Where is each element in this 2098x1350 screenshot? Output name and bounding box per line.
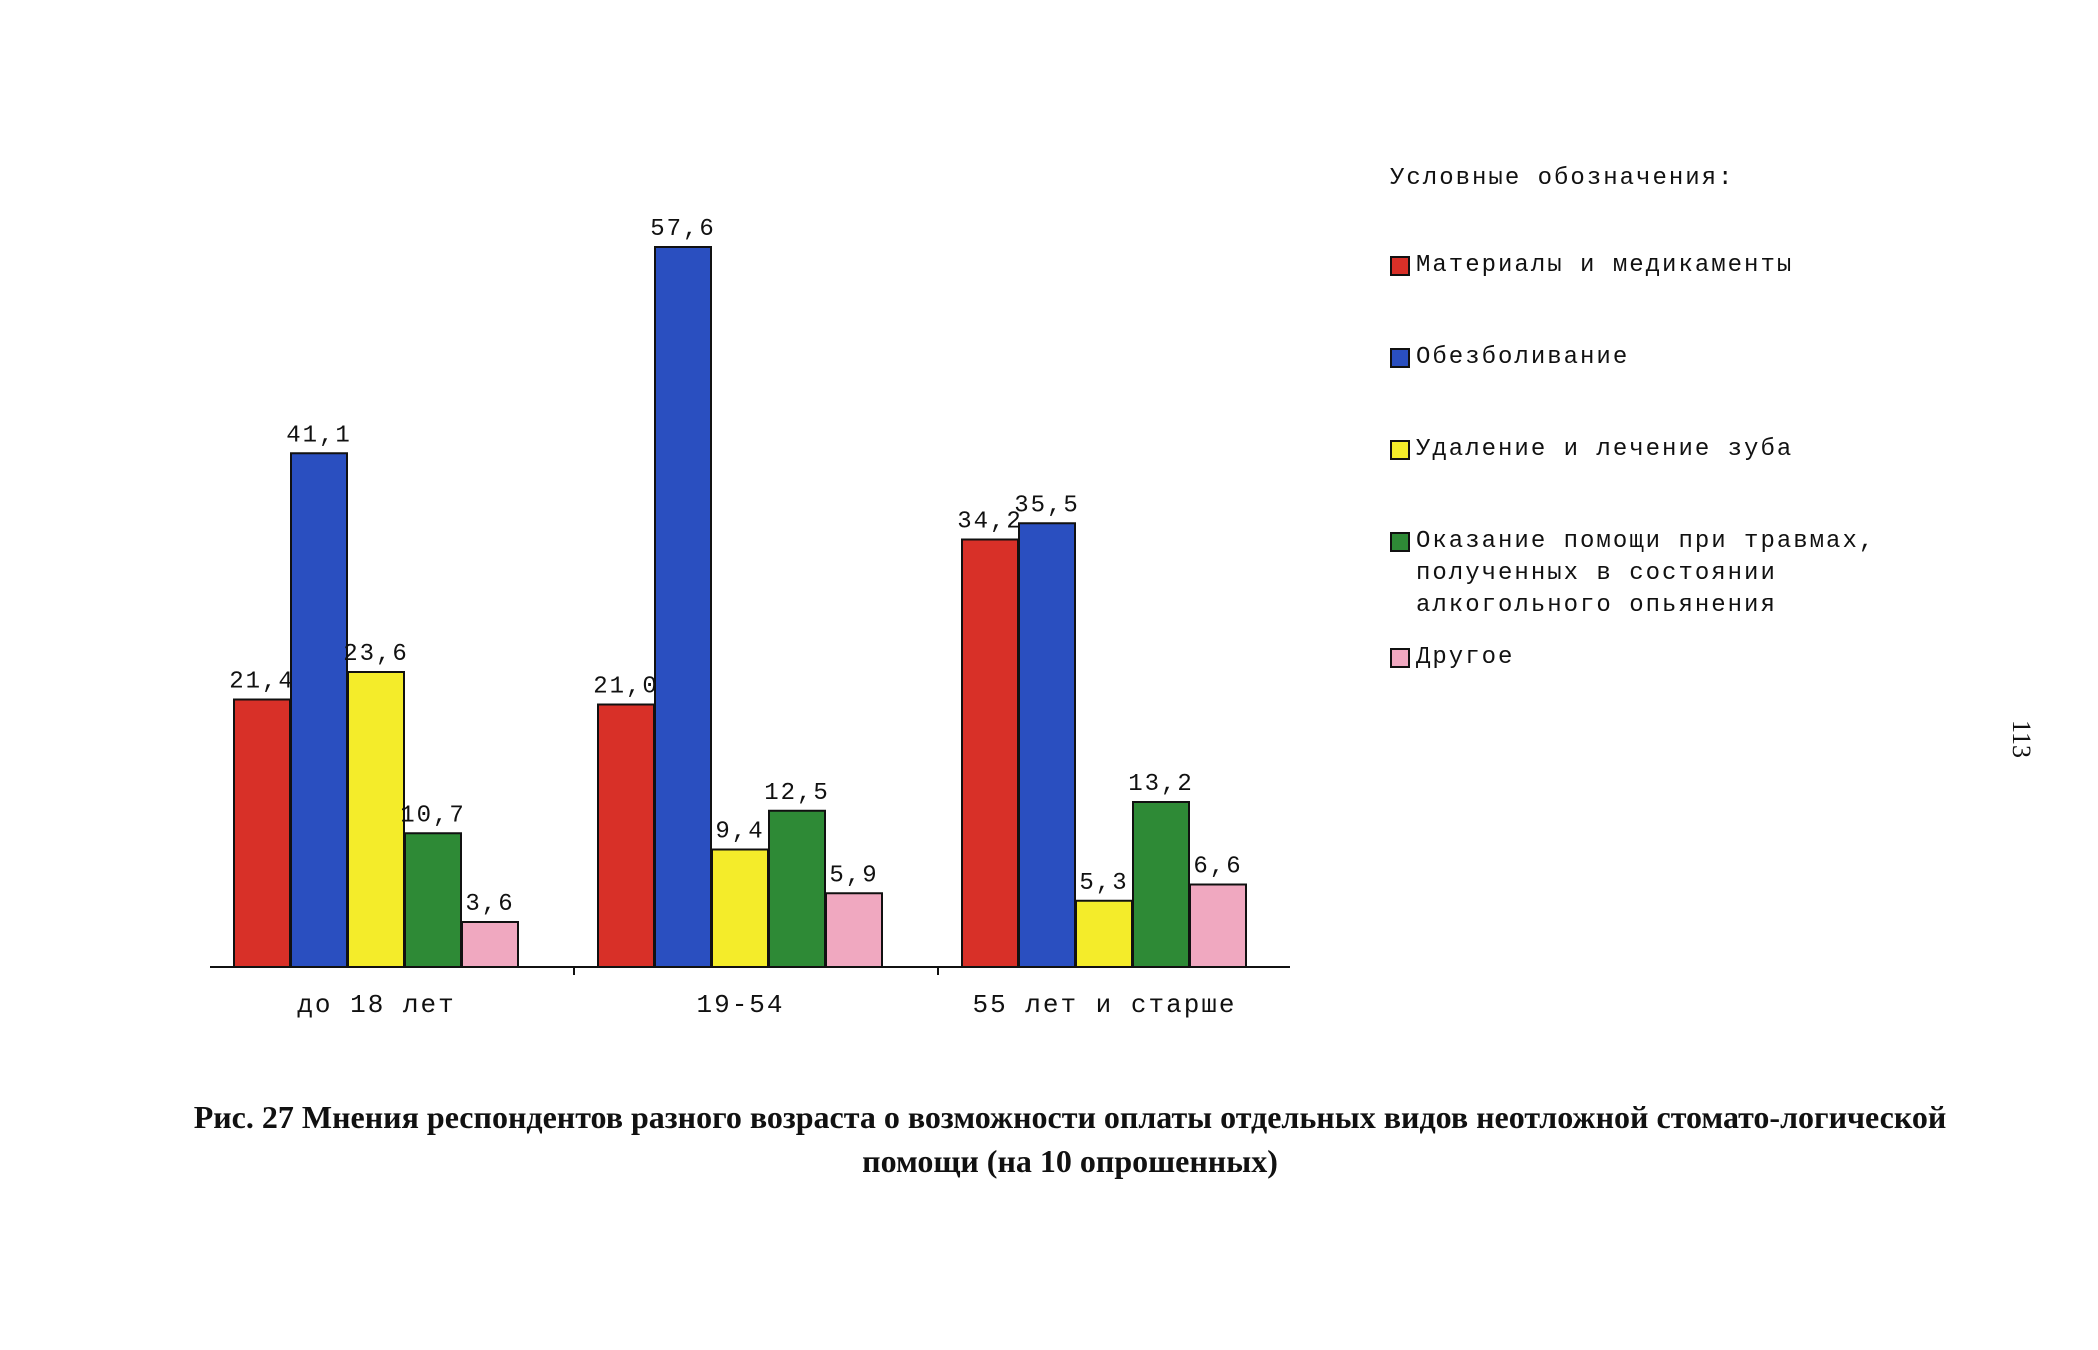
- data-label-materials-19-54: 21,0: [593, 674, 659, 701]
- bar-other-under-18: [461, 921, 519, 968]
- legend-label-extraction: Удаление и лечение зуба: [1416, 436, 1794, 463]
- page-number: 113: [2007, 720, 2036, 759]
- bar-anesthesia-under-18: [290, 452, 348, 968]
- legend-swatch-extraction: [1390, 440, 1410, 460]
- chart-legend: Условные обозначения: Материалы и медика…: [1390, 165, 1950, 674]
- bar-extraction-55-plus: [1075, 899, 1133, 968]
- bar-other-19-54: [825, 892, 883, 968]
- legend-label-anesthesia: Обезболивание: [1416, 344, 1630, 371]
- x-tick-label-under-18: до 18 лет: [297, 990, 455, 1020]
- data-label-other-under-18: 3,6: [465, 891, 514, 918]
- data-label-anesthesia-under-18: 41,1: [286, 422, 352, 449]
- x-tick-label-55-plus: 55 лет и старше: [972, 990, 1236, 1020]
- bar-anesthesia-19-54: [654, 246, 712, 968]
- data-label-extraction-under-18: 23,6: [343, 641, 409, 668]
- legend-title: Условные обозначения:: [1390, 165, 1735, 192]
- data-label-extraction-55-plus: 5,3: [1079, 870, 1128, 897]
- legend-swatch-anesthesia: [1390, 348, 1410, 368]
- data-label-anesthesia-19-54: 57,6: [650, 216, 716, 243]
- data-label-trauma-care-19-54: 12,5: [764, 780, 830, 807]
- bar-trauma-care-55-plus: [1132, 801, 1190, 968]
- data-label-trauma-care-under-18: 10,7: [400, 802, 466, 829]
- bar-materials-55-plus: [961, 538, 1019, 968]
- figure-caption: Рис. 27 Мнения респондентов разного возр…: [193, 1099, 1947, 1179]
- legend-item-trauma-care: Оказание помощи при травмах, полученных …: [1390, 526, 1950, 622]
- bar-extraction-under-18: [347, 671, 405, 968]
- data-label-extraction-19-54: 9,4: [715, 819, 764, 846]
- bar-anesthesia-55-plus: [1018, 522, 1076, 968]
- legend-swatch-other: [1390, 648, 1410, 668]
- data-label-materials-55-plus: 34,2: [957, 509, 1023, 536]
- legend-item-other: Другое: [1390, 642, 1950, 674]
- bar-other-55-plus: [1189, 883, 1247, 968]
- legend-item-materials: Материалы и медикаменты: [1390, 250, 1950, 282]
- legend-item-anesthesia: Обезболивание: [1390, 342, 1950, 374]
- data-label-other-55-plus: 6,6: [1193, 854, 1242, 881]
- bar-extraction-19-54: [711, 848, 769, 968]
- legend-label-materials: Материалы и медикаменты: [1416, 252, 1794, 279]
- legend-item-extraction: Удаление и лечение зуба: [1390, 434, 1950, 466]
- data-label-trauma-care-55-plus: 13,2: [1128, 771, 1194, 798]
- data-label-materials-under-18: 21,4: [229, 669, 295, 696]
- x-tick-label-19-54: 19-54: [696, 990, 784, 1020]
- legend-label-trauma-care: Оказание помощи при травмах, полученных …: [1416, 528, 1876, 619]
- bar-materials-19-54: [597, 703, 655, 968]
- legend-swatch-trauma-care: [1390, 532, 1410, 552]
- legend-label-other: Другое: [1416, 644, 1515, 671]
- data-label-other-19-54: 5,9: [829, 862, 878, 889]
- bar-materials-under-18: [233, 698, 291, 968]
- data-label-anesthesia-55-plus: 35,5: [1014, 492, 1080, 519]
- bar-trauma-care-under-18: [404, 832, 462, 968]
- bar-trauma-care-19-54: [768, 809, 826, 968]
- legend-swatch-materials: [1390, 256, 1410, 276]
